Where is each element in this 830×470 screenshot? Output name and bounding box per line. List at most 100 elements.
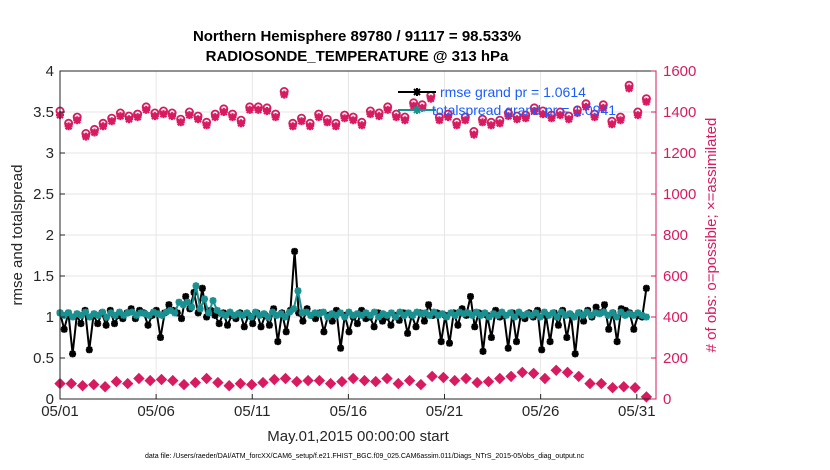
- obs-lower-point: [336, 375, 348, 388]
- rmse-point: [111, 320, 118, 328]
- obs-assimilated-point: [125, 115, 133, 124]
- x-tick-label: 05/11: [234, 403, 270, 420]
- left-tick-label: 2: [46, 227, 54, 244]
- spread-point: [167, 306, 174, 314]
- rmse-point: [387, 321, 395, 329]
- rmse-point: [265, 321, 273, 329]
- spread-point: [171, 309, 179, 317]
- spread-point: [494, 311, 502, 319]
- spread-point: [430, 308, 438, 316]
- spread-point: [264, 313, 272, 321]
- obs-assimilated-point: [426, 94, 435, 103]
- spread-point: [383, 311, 391, 319]
- spread-point: [281, 313, 289, 321]
- obs-assimilated-point: [383, 105, 392, 114]
- rmse-point: [274, 338, 282, 346]
- spread-point: [413, 308, 421, 316]
- spread-point: [175, 298, 183, 306]
- spread-point: [532, 309, 540, 317]
- spread-point: [252, 308, 259, 316]
- rmse-point: [282, 328, 290, 336]
- legend-marker-rmse: [413, 88, 421, 96]
- spread-point: [128, 308, 136, 316]
- left-tick-label: 1.5: [33, 268, 54, 285]
- spread-point: [409, 311, 417, 319]
- rmse-point: [215, 320, 223, 328]
- rmse-point: [458, 305, 466, 313]
- rmse-point: [420, 317, 428, 325]
- spread-point: [608, 309, 616, 317]
- spread-point: [460, 310, 468, 318]
- spread-point: [239, 311, 247, 319]
- obs-lower-point: [268, 373, 281, 386]
- rmse-point: [165, 301, 173, 309]
- obs-assimilated-point: [288, 122, 297, 131]
- rmse-point: [513, 338, 520, 346]
- spread-point: [86, 313, 94, 321]
- rmse-point: [102, 321, 110, 329]
- spread-point: [536, 313, 544, 321]
- rmse-point: [198, 284, 206, 292]
- rmse-point: [412, 323, 420, 331]
- x-axis-label: May.01,2015 00:00:00 start: [267, 428, 449, 445]
- obs-lower-point: [99, 380, 111, 393]
- obs-assimilated-point: [116, 112, 125, 121]
- spread-point: [303, 308, 310, 316]
- obs-lower-point: [133, 372, 145, 385]
- spread-point: [438, 310, 446, 318]
- x-tick-label: 05/26: [522, 403, 560, 420]
- obs-assimilated-point: [633, 111, 642, 120]
- right-tick-label: 800: [663, 227, 688, 244]
- obs-lower-point: [584, 377, 596, 390]
- spread-point: [154, 310, 162, 318]
- spread-point: [133, 311, 140, 319]
- rmse-point: [224, 321, 231, 329]
- spread-point: [94, 311, 102, 319]
- spread-point: [600, 308, 608, 316]
- spread-point: [243, 309, 251, 317]
- rmse-point: [613, 338, 621, 346]
- obs-lower-point: [279, 372, 292, 385]
- spread-point: [82, 308, 89, 316]
- x-tick-label: 05/16: [330, 403, 368, 420]
- obs-lower-point: [505, 370, 517, 383]
- spread-point: [179, 301, 187, 309]
- spread-point: [392, 313, 400, 321]
- obs-assimilated-point: [271, 113, 280, 122]
- rmse-point: [358, 306, 366, 314]
- obs-lower-point: [460, 372, 472, 385]
- chart-subtitle: RADIOSONDE_TEMPERATURE @ 313 hPa: [206, 48, 509, 65]
- rmse-point: [144, 321, 152, 329]
- obs-lower-point: [516, 366, 529, 379]
- obs-assimilated-point: [616, 116, 625, 125]
- spread-point: [298, 309, 306, 317]
- spread-point: [566, 310, 574, 318]
- spread-point: [222, 311, 230, 319]
- right-tick-label: 200: [663, 350, 688, 367]
- rmse-point: [437, 338, 445, 346]
- rmse-point: [374, 309, 382, 317]
- spread-point: [141, 310, 149, 318]
- spread-point: [107, 309, 115, 317]
- spread-point: [443, 313, 451, 321]
- spread-point: [294, 287, 302, 295]
- spread-point: [617, 308, 625, 316]
- spread-point: [447, 309, 455, 317]
- spread-point: [209, 297, 217, 305]
- spread-point: [562, 311, 570, 319]
- spread-point: [99, 308, 106, 316]
- obs-assimilated-point: [573, 109, 582, 117]
- spread-point: [73, 310, 81, 318]
- obs-lower-point: [155, 373, 168, 386]
- spread-point: [519, 311, 527, 319]
- obs-assimilated-point: [340, 114, 349, 123]
- spread-point: [336, 309, 344, 317]
- obs-assimilated-point: [435, 116, 444, 125]
- spread-point: [332, 311, 340, 319]
- obs-lower-point: [381, 372, 393, 385]
- obs-lower-point: [302, 374, 314, 387]
- obs-assimilated-point: [469, 130, 478, 139]
- rmse-point: [487, 334, 495, 341]
- rmse-point: [328, 317, 336, 325]
- spread-point: [511, 313, 519, 321]
